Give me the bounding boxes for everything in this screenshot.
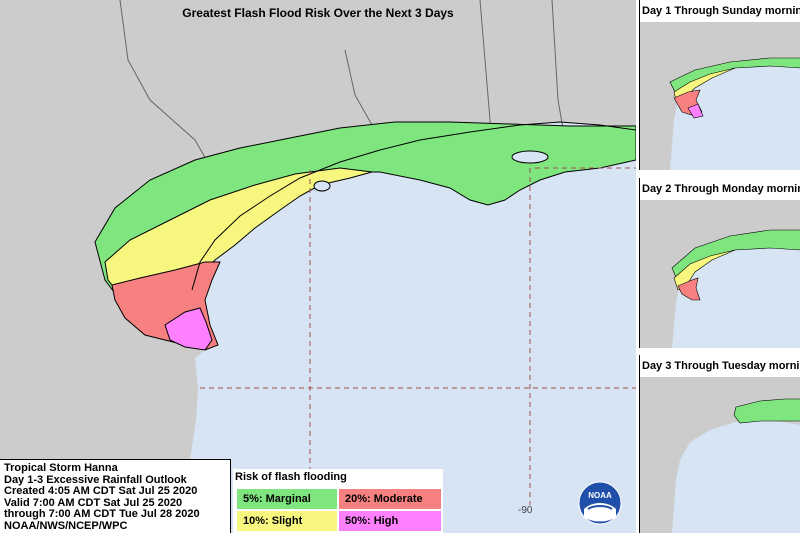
legend-title: Risk of flash flooding — [235, 471, 347, 483]
coastline — [191, 121, 636, 291]
risk-area-high — [164, 307, 213, 351]
legend-moderate: 20%: Moderate — [339, 489, 441, 509]
land-mass — [0, 0, 636, 533]
legend-slight: 10%: Slight — [237, 511, 337, 531]
inset-day-1-title: Day 1 Through Sunday mornin — [640, 0, 800, 22]
main-map: Greatest Flash Flood Risk Over the Next … — [0, 0, 636, 533]
risk-legend: Risk of flash flooding 5%: Marginal 20%:… — [233, 469, 443, 533]
product-name: Day 1-3 Excessive Rainfall Outlook — [4, 473, 187, 486]
through-time: through 7:00 AM CDT Tue Jul 28 2020 — [4, 508, 200, 521]
noaa-logo-text: NOAA — [588, 491, 612, 500]
inset-day-2: Day 2 Through Monday mornin — [639, 178, 800, 348]
inset-day-3: Day 3 Through Tuesday mornin — [639, 355, 800, 533]
created-time: Created 4:05 AM CDT Sat Jul 25 2020 — [4, 485, 198, 498]
inset-day-3-title: Day 3 Through Tuesday mornin — [640, 355, 800, 377]
galveston-bay — [313, 180, 331, 192]
valid-time: Valid 7:00 AM CDT Sat Jul 25 2020 — [4, 496, 183, 509]
longitude-label: -90 — [518, 505, 533, 516]
inset-day-3-map — [640, 355, 800, 533]
main-map-canvas — [0, 0, 636, 533]
product-info-box: Tropical Storm Hanna Day 1-3 Excessive R… — [0, 459, 231, 533]
noaa-logo: NOAA — [578, 481, 622, 525]
lake-pontchartrain — [511, 150, 549, 164]
agency: NOAA/NWS/NCEP/WPC — [4, 519, 128, 532]
legend-high: 50%: High — [339, 511, 441, 531]
storm-name: Tropical Storm Hanna — [4, 462, 118, 474]
legend-marginal: 5%: Marginal — [237, 489, 337, 509]
state-border-la-ar — [344, 49, 373, 126]
inset-day-2-map — [640, 178, 800, 348]
inset-day-1: Day 1 Through Sunday mornin — [639, 0, 800, 170]
map-title: Greatest Flash Flood Risk Over the Next … — [182, 6, 454, 20]
inset-day-1-map — [640, 0, 800, 170]
inset-day-2-title: Day 2 Through Monday mornin — [640, 178, 800, 200]
